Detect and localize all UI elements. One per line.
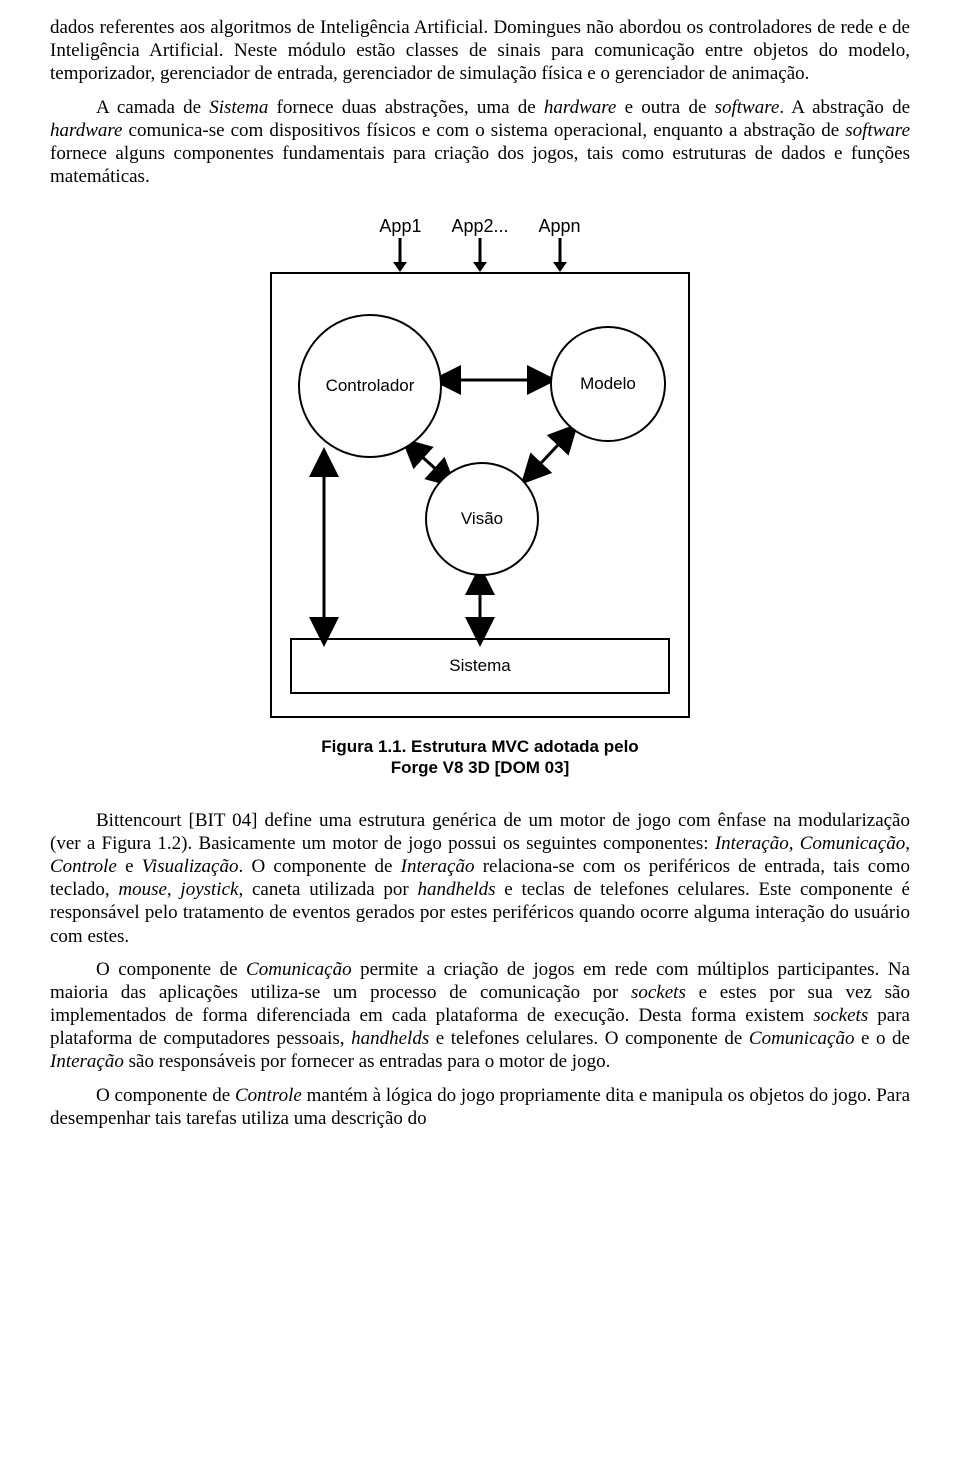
node-model: Modelo xyxy=(550,326,666,442)
app2-text: App2... xyxy=(451,216,508,238)
figure-caption: Figura 1.1. Estrutura MVC adotada pelo F… xyxy=(321,736,638,779)
p3-italic: Visualização xyxy=(142,856,239,877)
p2-text: comunica-se com dispositivos físicos e c… xyxy=(122,120,845,141)
p4-text: e o de xyxy=(854,1028,910,1049)
p3-text: , caneta utilizada por xyxy=(238,879,417,900)
p3-italic: mouse xyxy=(118,879,167,900)
p2-italic-software2: software xyxy=(845,120,910,141)
p3-text: . O componente de xyxy=(239,856,401,877)
p4-italic: Comunicação xyxy=(749,1028,855,1049)
p2-italic-hardware: hardware xyxy=(544,97,616,118)
p5-italic: Controle xyxy=(235,1085,302,1106)
node-view: Visão xyxy=(425,462,539,576)
figure-mvc: App1 App2... Appn xyxy=(50,216,910,778)
p4-italic: Interação xyxy=(50,1051,124,1072)
appn-label: Appn xyxy=(539,216,581,272)
apps-row: App1 App2... Appn xyxy=(379,216,580,272)
p4-italic: handhelds xyxy=(351,1028,429,1049)
app1-label: App1 xyxy=(379,216,421,272)
mvc-area: Controlador Modelo Visão xyxy=(290,292,670,612)
arrow-down-icon xyxy=(393,238,407,272)
app1-text: App1 xyxy=(379,216,421,238)
p3-italic: Comunicação xyxy=(800,833,906,854)
caption-line2: Forge V8 3D [DOM 03] xyxy=(391,758,570,777)
p3-italic: handhelds xyxy=(417,879,495,900)
node-controller: Controlador xyxy=(298,314,442,458)
p4-italic: sockets xyxy=(813,1005,868,1026)
p5-text: O componente de xyxy=(96,1085,235,1106)
p2-text: e outra de xyxy=(616,97,714,118)
p2-text: fornece alguns componentes fundamentais … xyxy=(50,143,910,187)
p3-text: , xyxy=(905,833,910,854)
paragraph-3: Bittencourt [BIT 04] define uma estrutur… xyxy=(50,809,910,948)
p4-text: O componente de xyxy=(96,959,246,980)
paragraph-4: O componente de Comunicação permite a cr… xyxy=(50,958,910,1074)
p4-text: e telefones celulares. O componente de xyxy=(429,1028,749,1049)
p2-text: . A abstração de xyxy=(779,97,910,118)
p2-italic-software: software xyxy=(715,97,780,118)
arrow-down-icon xyxy=(553,238,567,272)
p4-italic: sockets xyxy=(631,982,686,1003)
p3-text: e xyxy=(117,856,142,877)
p2-text: fornece duas abstrações, uma de xyxy=(268,97,544,118)
p3-text: , xyxy=(167,879,181,900)
p2-italic-sistema: Sistema xyxy=(209,97,268,118)
app2-label: App2... xyxy=(451,216,508,272)
mvc-frame: Controlador Modelo Visão Sistema xyxy=(270,272,690,718)
caption-line1: Figura 1.1. Estrutura MVC adotada pelo xyxy=(321,737,638,756)
p2-italic-hardware2: hardware xyxy=(50,120,122,141)
p4-text: são responsáveis por fornecer as entrada… xyxy=(124,1051,610,1072)
p3-italic: joystick xyxy=(180,879,238,900)
sistema-box: Sistema xyxy=(290,638,670,694)
p4-italic: Comunicação xyxy=(246,959,352,980)
p2-text: A camada de xyxy=(96,97,209,118)
paragraph-2: A camada de Sistema fornece duas abstraç… xyxy=(50,96,910,189)
p3-text: , xyxy=(789,833,800,854)
p3-italic: Interação xyxy=(401,856,475,877)
paragraph-5: O componente de Controle mantém à lógica… xyxy=(50,1084,910,1130)
arrow-down-icon xyxy=(473,238,487,272)
appn-text: Appn xyxy=(539,216,581,238)
p3-italic: Controle xyxy=(50,856,117,877)
p3-italic: Interação xyxy=(715,833,789,854)
paragraph-1: dados referentes aos algoritmos de Intel… xyxy=(50,16,910,86)
